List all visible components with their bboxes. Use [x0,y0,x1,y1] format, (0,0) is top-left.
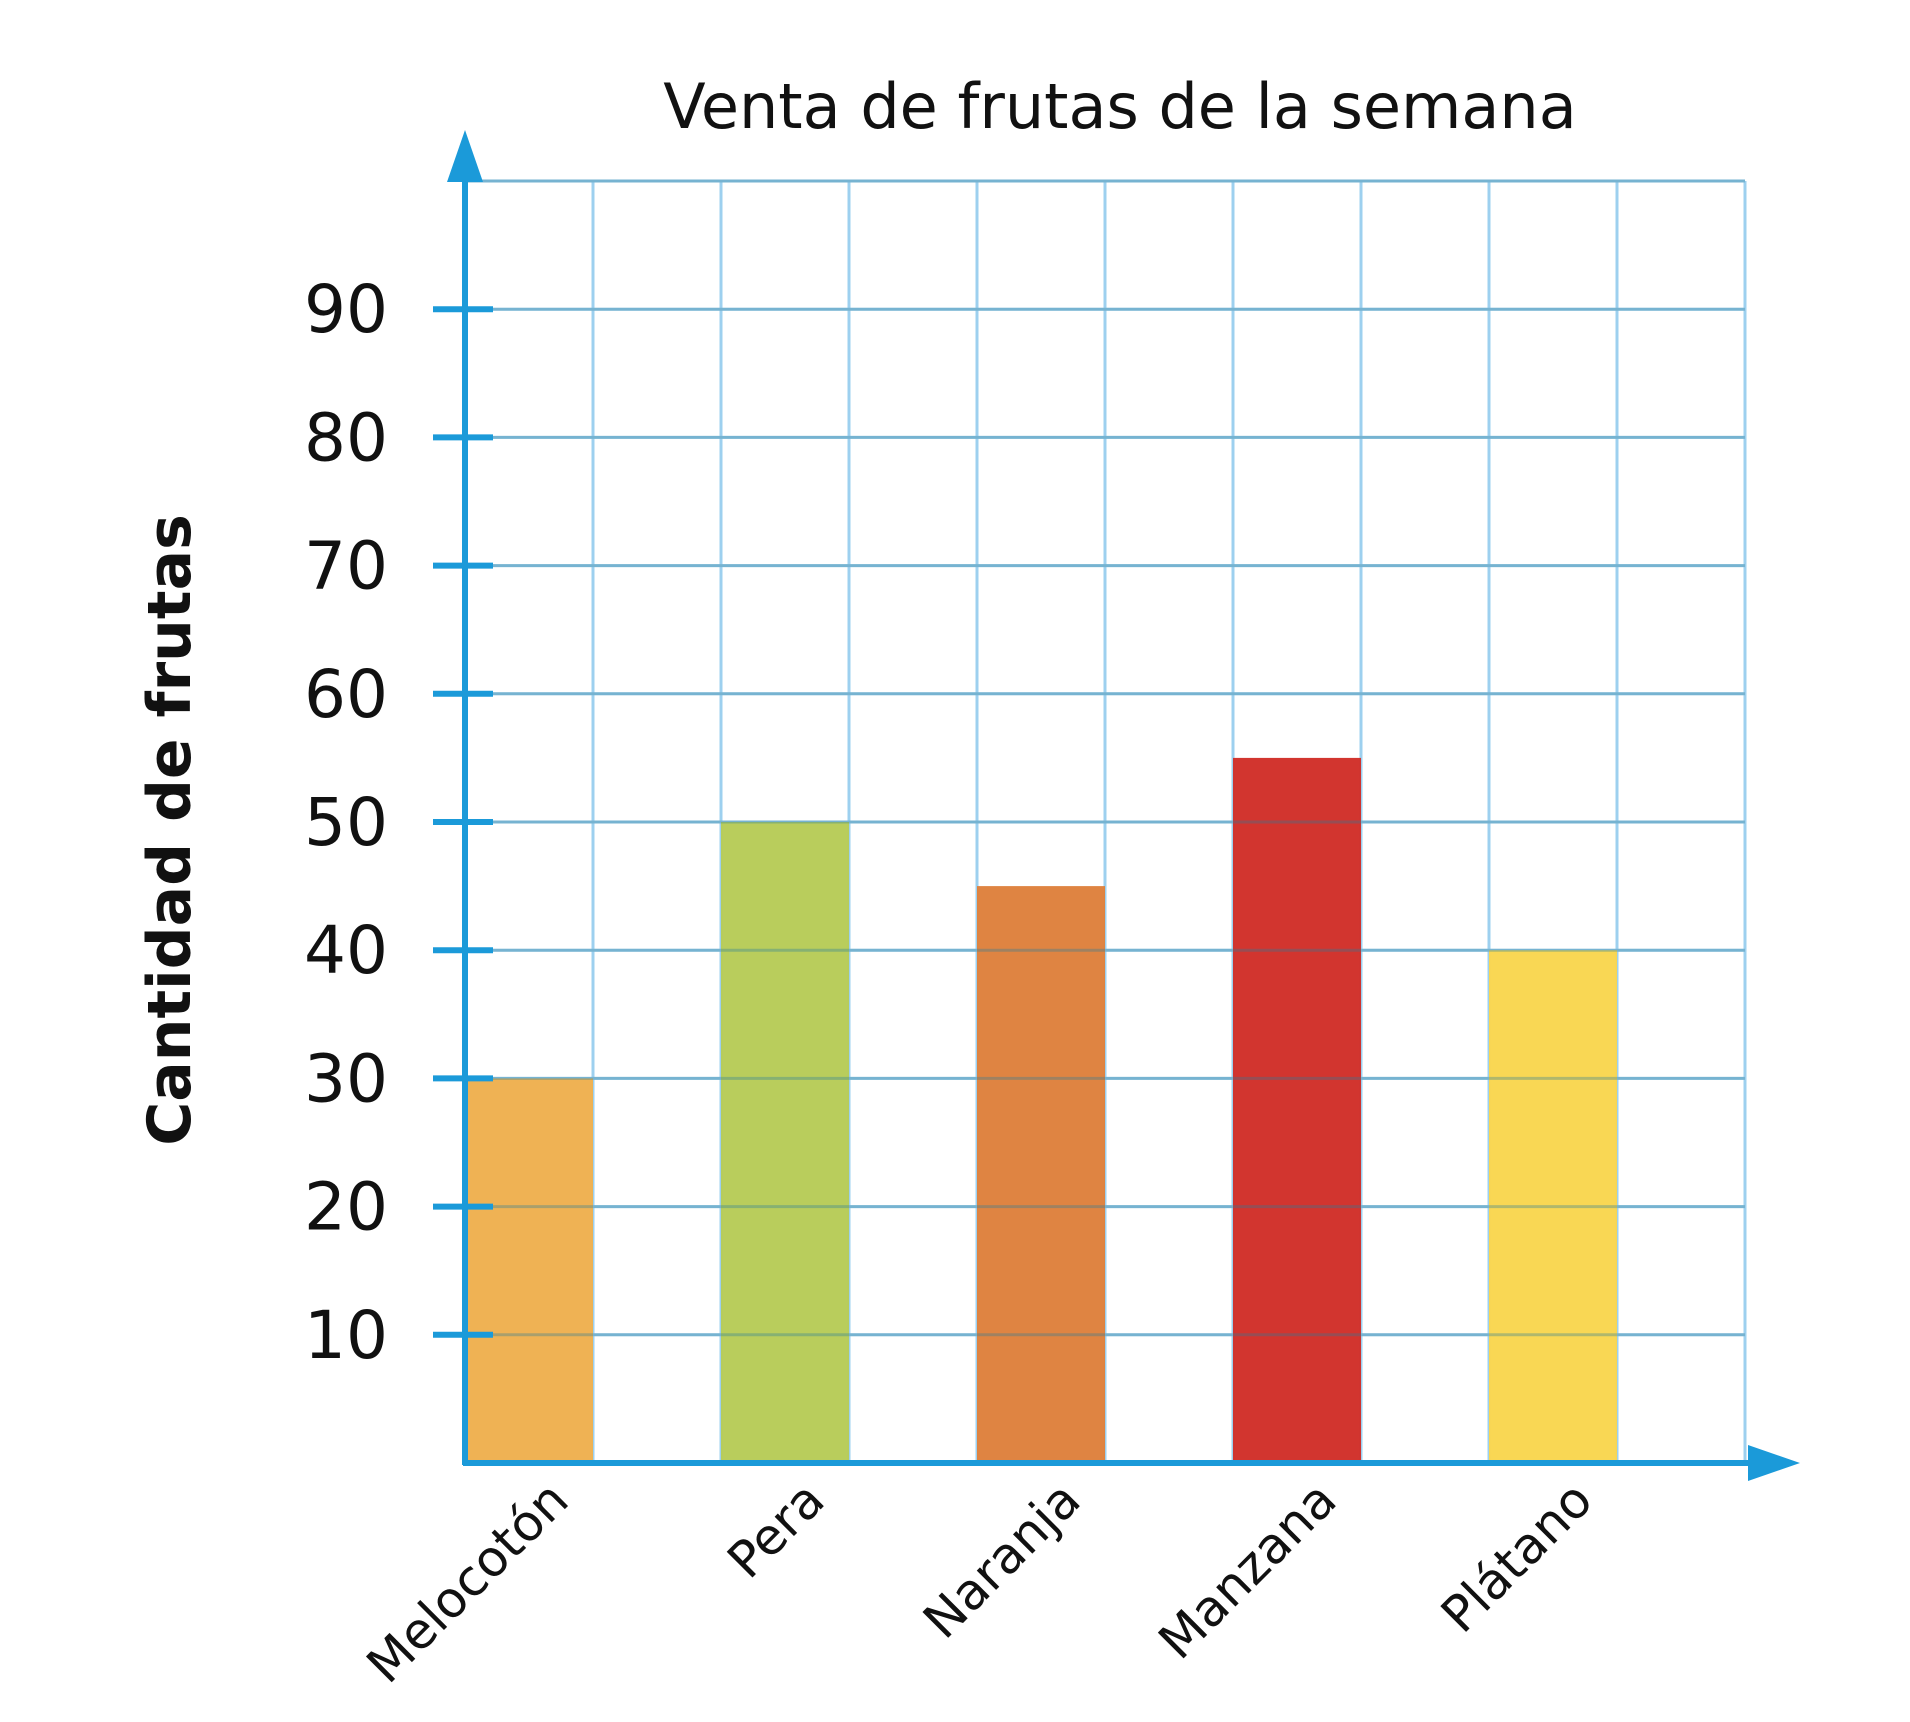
x-category-label: Plátano [1430,1470,1603,1643]
y-axis-label: Cantidad de frutas [135,514,205,1146]
y-tick-label: 80 [304,399,388,476]
y-tick-label: 70 [304,528,388,605]
category-labels: Melocotón Pera Naranja Manzana Plátano [356,1470,1604,1694]
y-tick-label: 90 [304,271,388,348]
bars [465,179,1745,1463]
y-tick-label: 30 [304,1040,388,1117]
y-ticks: 10 20 30 40 50 60 70 80 90 [304,271,493,1374]
x-category-label: Manzana [1148,1470,1348,1670]
chart-title: Venta de frutas de la semana [663,70,1576,143]
y-axis-arrow [447,130,483,182]
y-tick-label: 10 [304,1297,388,1374]
y-tick-label: 50 [304,784,388,861]
bar-manzana [1233,757,1361,1463]
bar-pera [721,822,849,1463]
bar-naranja [977,886,1105,1463]
bar-plátano [1489,950,1617,1463]
y-tick-label: 60 [304,656,388,733]
x-category-label: Melocotón [356,1470,580,1694]
x-category-label: Pera [716,1470,835,1589]
y-tick-label: 20 [304,1169,388,1246]
x-axis-arrow [1748,1445,1800,1481]
y-tick-label: 40 [304,912,388,989]
bar-melocotón [465,1078,593,1463]
x-category-label: Naranja [912,1470,1091,1649]
